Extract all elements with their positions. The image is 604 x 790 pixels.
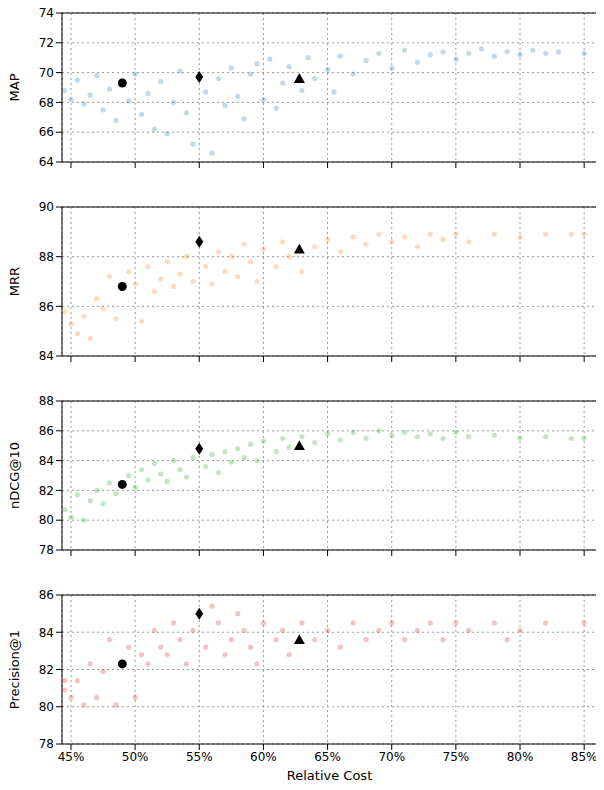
svg-text:45%: 45% <box>58 750 85 764</box>
svg-text:78: 78 <box>39 737 54 751</box>
svg-text:82: 82 <box>39 484 54 498</box>
svg-text:MRR: MRR <box>8 267 22 296</box>
svg-text:86: 86 <box>39 424 54 438</box>
svg-text:80: 80 <box>39 700 54 714</box>
svg-text:84: 84 <box>39 454 54 468</box>
svg-text:75%: 75% <box>443 750 470 764</box>
svg-text:90: 90 <box>39 202 54 214</box>
svg-text:88: 88 <box>39 250 54 264</box>
svg-text:Precision@1: Precision@1 <box>8 630 22 709</box>
svg-text:78: 78 <box>39 543 54 557</box>
svg-text:88: 88 <box>39 396 54 408</box>
svg-text:50%: 50% <box>122 750 149 764</box>
svg-text:nDCG@10: nDCG@10 <box>8 442 22 509</box>
svg-text:68: 68 <box>39 96 54 110</box>
svg-text:80: 80 <box>39 513 54 527</box>
svg-text:84: 84 <box>39 626 54 640</box>
svg-text:86: 86 <box>39 300 54 314</box>
svg-text:65%: 65% <box>314 750 341 764</box>
svg-text:74: 74 <box>39 8 54 20</box>
svg-text:MAP: MAP <box>8 73 22 101</box>
svg-text:70%: 70% <box>378 750 405 764</box>
svg-text:66: 66 <box>39 125 54 139</box>
svg-text:60%: 60% <box>250 750 277 764</box>
svg-text:55%: 55% <box>186 750 213 764</box>
svg-text:84: 84 <box>39 349 54 363</box>
svg-text:70: 70 <box>39 66 54 80</box>
svg-text:80%: 80% <box>507 750 534 764</box>
svg-text:85%: 85% <box>571 750 596 764</box>
svg-text:86: 86 <box>39 590 54 602</box>
svg-text:82: 82 <box>39 663 54 677</box>
svg-text:Relative Cost: Relative Cost <box>287 768 372 780</box>
svg-text:64: 64 <box>39 155 54 169</box>
svg-text:72: 72 <box>39 36 54 50</box>
